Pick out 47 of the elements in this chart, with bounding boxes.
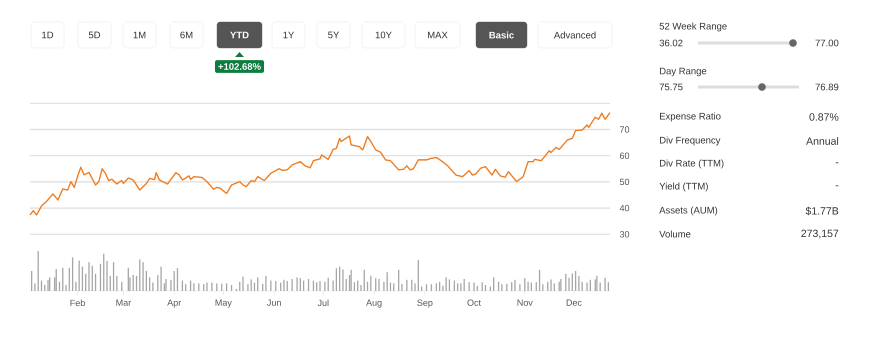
text: YTD	[230, 32, 249, 38]
text: 5D	[88, 32, 100, 38]
text: 0.87%	[809, 113, 838, 121]
text: 36.02	[660, 40, 682, 46]
x-tick-label: Oct	[467, 300, 481, 306]
text: 76.89	[816, 84, 838, 90]
text: Div Frequency	[660, 136, 720, 146]
text: $1.77B	[806, 206, 838, 216]
text: Day Range	[660, 68, 706, 76]
text: Div Rate (TTM)	[660, 160, 724, 168]
text: Expense Ratio	[660, 112, 721, 122]
text: +102.68%	[218, 63, 261, 70]
text: Assets (AUM)	[659, 206, 718, 216]
x-tick-label: Aug	[366, 300, 382, 308]
x-tick-label: Nov	[518, 300, 533, 306]
x-tick-label: Apr	[167, 300, 182, 308]
text: -	[836, 162, 838, 164]
text: 273,157	[801, 230, 838, 238]
text: -	[836, 185, 838, 186]
text: 5Y	[328, 32, 340, 38]
text: 1Y	[283, 32, 294, 38]
text: 77.00	[816, 40, 838, 46]
text: 52 Week Range	[660, 22, 727, 32]
text: MAX	[428, 32, 448, 38]
text: 75.75	[660, 84, 683, 90]
y-tick-label: 70	[620, 126, 630, 133]
text: Annual	[806, 137, 838, 145]
text: 1M	[134, 32, 146, 38]
text: Advanced	[554, 32, 596, 38]
y-tick-label: 60	[620, 152, 630, 159]
x-tick-label: Feb	[70, 300, 85, 306]
x-tick-label: Jun	[267, 300, 281, 306]
line-series	[29, 112, 611, 216]
text: Basic	[489, 32, 514, 38]
y-tick-label: 40	[620, 204, 630, 212]
y-tick-label: 30	[620, 231, 630, 238]
text: Yield (TTM)	[659, 182, 708, 192]
text: 1D	[42, 32, 54, 38]
x-tick-label: May	[216, 300, 232, 308]
text: 10Y	[376, 32, 392, 38]
text: 6M	[180, 32, 192, 38]
text: Volume	[659, 230, 690, 238]
x-tick-label: Jul	[318, 300, 328, 306]
y-tick-label: 50	[620, 178, 630, 186]
x-tick-label: Dec	[566, 300, 582, 306]
x-tick-label: Sep	[417, 300, 432, 308]
x-tick-label: Mar	[116, 300, 132, 306]
